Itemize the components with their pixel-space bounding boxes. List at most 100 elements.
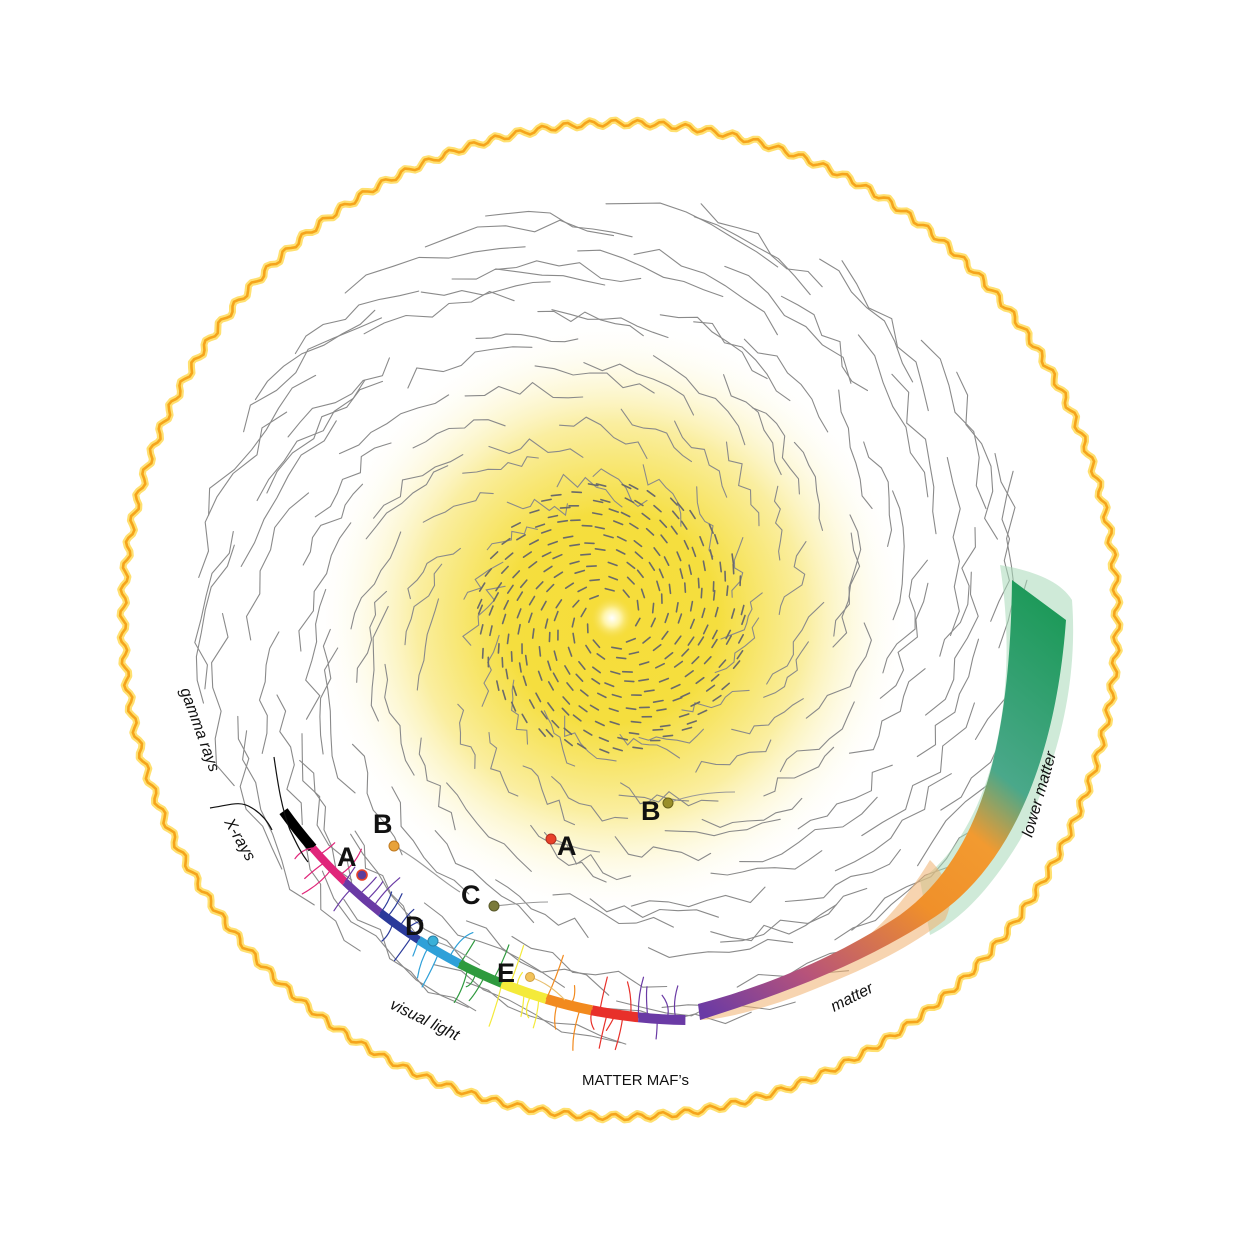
marker-e: E bbox=[497, 958, 566, 1001]
core-dash bbox=[484, 568, 493, 577]
core-dash bbox=[672, 696, 683, 702]
core-dash bbox=[624, 680, 635, 683]
swirl-line bbox=[356, 590, 388, 683]
core-dash bbox=[615, 656, 627, 660]
core-dash bbox=[615, 549, 626, 555]
core-dash bbox=[528, 699, 535, 709]
core-dashes bbox=[476, 483, 746, 754]
marker-d: D bbox=[405, 911, 481, 966]
swirl-line bbox=[256, 379, 366, 502]
core-dash bbox=[564, 738, 573, 747]
spectrum-branch bbox=[661, 994, 669, 1021]
core-dash bbox=[608, 508, 619, 513]
swirl-line bbox=[784, 849, 901, 903]
core-dash bbox=[670, 525, 678, 535]
swirl-line bbox=[451, 268, 606, 286]
swirl-line bbox=[834, 773, 952, 872]
core-dash bbox=[607, 561, 618, 567]
spectrum-band-main bbox=[698, 580, 1066, 1020]
swirl-line bbox=[763, 746, 835, 797]
swirl-line bbox=[882, 559, 928, 674]
boundary-ring bbox=[116, 116, 1124, 1124]
spectrum-branch bbox=[380, 891, 393, 914]
swirl-line bbox=[696, 486, 714, 558]
core-dash bbox=[714, 606, 719, 618]
core-dash bbox=[636, 599, 640, 611]
core-dash bbox=[721, 682, 730, 691]
core-dash bbox=[613, 520, 624, 526]
core-dash bbox=[664, 612, 669, 624]
core-dash bbox=[652, 699, 664, 703]
core-dash bbox=[629, 522, 639, 530]
core-dash bbox=[572, 632, 576, 644]
spectrum-branch bbox=[453, 967, 469, 1003]
swirl-line bbox=[208, 374, 317, 516]
swirl-line bbox=[466, 981, 627, 1045]
spectrum-branch bbox=[344, 866, 356, 883]
marker-b-arc: B bbox=[373, 809, 461, 893]
core-dash bbox=[534, 523, 546, 528]
swirl-line bbox=[391, 786, 470, 895]
core-dash bbox=[497, 643, 500, 654]
core-dash bbox=[656, 580, 661, 592]
core-dash bbox=[563, 727, 573, 736]
core-dash bbox=[732, 563, 735, 575]
core-dash bbox=[711, 629, 718, 640]
core-dash bbox=[674, 635, 682, 645]
core-dash bbox=[580, 607, 587, 618]
spectrum-branch bbox=[318, 842, 336, 856]
core-dash bbox=[732, 660, 741, 670]
swirl-line bbox=[556, 473, 623, 508]
center-spot bbox=[590, 596, 634, 640]
core-dash bbox=[669, 497, 678, 506]
spectrum-branch bbox=[605, 1013, 616, 1031]
swirl-line bbox=[693, 321, 791, 402]
swirl-line bbox=[534, 365, 655, 394]
core-dash bbox=[655, 662, 665, 669]
core-dash bbox=[489, 551, 499, 560]
core-dash bbox=[589, 578, 600, 582]
spectrum-branch bbox=[301, 868, 333, 895]
core-dash bbox=[687, 636, 695, 646]
core-dash bbox=[506, 633, 510, 645]
core-dash bbox=[609, 720, 620, 726]
core-dash bbox=[691, 656, 700, 665]
core-dash bbox=[587, 483, 599, 487]
swirl-line bbox=[301, 733, 354, 888]
swirl-line bbox=[494, 260, 642, 283]
core-dash bbox=[684, 670, 694, 678]
swirl-line bbox=[297, 833, 361, 952]
swirl-line bbox=[664, 818, 781, 837]
core-dash bbox=[504, 552, 514, 560]
swirl-line bbox=[365, 465, 449, 540]
marker-a-arc: A bbox=[337, 842, 368, 881]
core-dash bbox=[540, 529, 552, 534]
core-dash bbox=[512, 570, 521, 579]
core-dash bbox=[659, 724, 671, 728]
swirl-line bbox=[299, 759, 353, 881]
swirl-line bbox=[302, 483, 364, 566]
core-dash bbox=[562, 696, 571, 705]
swirl-line bbox=[446, 782, 532, 872]
core-dash bbox=[481, 647, 484, 659]
spectrum-branch bbox=[394, 935, 413, 962]
swirl-line bbox=[693, 216, 811, 296]
spectrum-branch bbox=[381, 921, 394, 942]
swirl-line bbox=[674, 420, 728, 498]
core-dash bbox=[578, 705, 588, 713]
core-dash bbox=[705, 684, 716, 692]
core-dash bbox=[736, 650, 744, 660]
label-matter: matter bbox=[828, 980, 877, 1016]
core-dash bbox=[741, 614, 746, 626]
core-dash bbox=[714, 533, 719, 545]
core-dash bbox=[510, 701, 517, 712]
swirl-line bbox=[583, 362, 695, 416]
spectrum-branch bbox=[554, 1001, 559, 1030]
swirl-line bbox=[354, 830, 424, 944]
spectrum-segment bbox=[457, 959, 504, 988]
spectrum-branch bbox=[358, 876, 377, 896]
swirl-line bbox=[638, 728, 704, 744]
core-dash bbox=[625, 707, 637, 711]
core-dash bbox=[697, 577, 700, 589]
core-dash bbox=[547, 540, 558, 546]
